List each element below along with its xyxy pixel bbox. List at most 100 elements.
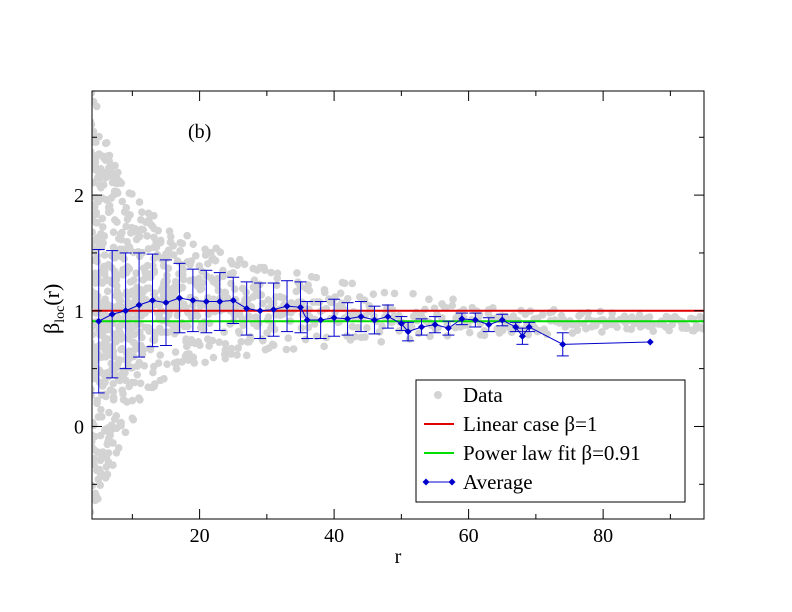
data-point: [668, 320, 677, 329]
data-point: [305, 305, 313, 314]
data-point: [189, 240, 198, 249]
data-point: [448, 301, 457, 310]
data-point: [220, 328, 228, 336]
data-point: [178, 239, 187, 248]
data-point: [221, 354, 230, 363]
data-point: [234, 344, 242, 352]
data-point: [104, 449, 113, 457]
data-point: [242, 351, 251, 360]
data-point: [101, 378, 109, 387]
data-point: [171, 277, 180, 286]
data-point: [120, 254, 128, 263]
data-point: [489, 304, 497, 312]
data-point: [440, 302, 448, 311]
average-point: [431, 321, 439, 329]
data-point: [160, 375, 168, 383]
data-point: [304, 323, 313, 332]
data-point: [167, 232, 175, 241]
data-point: [128, 190, 136, 198]
y-tick-label: 2: [74, 185, 84, 207]
data-point: [121, 428, 130, 437]
data-point: [139, 345, 148, 354]
data-point: [150, 211, 158, 220]
data-point: [548, 308, 557, 316]
data-point: [139, 225, 148, 234]
average-point: [108, 310, 116, 318]
data-point: [598, 328, 606, 336]
data-point: [149, 368, 157, 377]
data-point: [169, 251, 178, 259]
average-point: [525, 323, 533, 331]
data-point: [179, 275, 188, 284]
data-point: [573, 326, 582, 335]
average-point: [270, 306, 278, 314]
average-point: [344, 315, 352, 323]
data-point: [163, 271, 171, 280]
data-point: [192, 310, 200, 318]
data-point: [213, 280, 221, 289]
data-point: [289, 345, 298, 353]
data-point: [117, 345, 125, 354]
average-point: [471, 316, 479, 324]
average-point: [162, 299, 170, 307]
legend-swatch-marker: [448, 478, 456, 486]
data-point: [340, 279, 349, 288]
average-point: [458, 315, 466, 323]
data-point: [94, 495, 102, 503]
data-point: [115, 355, 124, 364]
data-point: [267, 268, 275, 277]
data-point: [138, 208, 146, 216]
data-point: [143, 261, 152, 270]
data-point: [92, 392, 95, 400]
data-point: [209, 353, 218, 362]
data-point: [172, 364, 181, 373]
data-point: [154, 226, 162, 235]
data-point: [377, 338, 386, 346]
average-point: [485, 321, 493, 329]
data-point: [135, 232, 144, 241]
data-point: [99, 223, 107, 231]
data-point: [117, 418, 125, 427]
data-point: [183, 231, 191, 240]
data-point: [93, 396, 102, 405]
data-point: [118, 228, 126, 237]
data-point: [264, 313, 273, 321]
average-point: [283, 302, 291, 310]
data-point: [227, 350, 236, 358]
data-point: [156, 351, 165, 359]
data-point: [320, 288, 329, 297]
data-point: [93, 292, 102, 301]
average-point: [370, 316, 378, 324]
data-point: [106, 431, 114, 439]
data-point: [109, 387, 118, 396]
average-point: [559, 340, 567, 348]
data-point: [348, 279, 357, 288]
x-tick-label: 60: [459, 525, 479, 547]
data-point: [143, 232, 151, 240]
data-point: [113, 218, 121, 226]
data-point: [131, 224, 139, 233]
average-point: [189, 296, 197, 304]
data-point: [176, 247, 184, 255]
data-point: [191, 252, 200, 260]
data-point: [421, 305, 429, 314]
plot-area-series: [92, 248, 654, 394]
data-point: [242, 288, 250, 297]
data-point: [121, 368, 129, 377]
y-axis-label: βloc(r): [39, 284, 68, 334]
data-point: [426, 332, 434, 341]
data-point: [627, 325, 636, 333]
data-point: [236, 255, 244, 264]
y-axis-label-subscript: loc: [53, 306, 68, 323]
data-point: [110, 267, 119, 276]
data-point: [254, 291, 263, 300]
data-point: [269, 341, 278, 350]
data-point: [219, 272, 228, 281]
data-point: [92, 460, 98, 469]
data-point: [104, 372, 113, 381]
average-point: [135, 301, 143, 309]
data-point: [169, 242, 178, 250]
data-point: [163, 360, 171, 368]
data-point: [178, 358, 186, 366]
data-point: [241, 295, 250, 303]
